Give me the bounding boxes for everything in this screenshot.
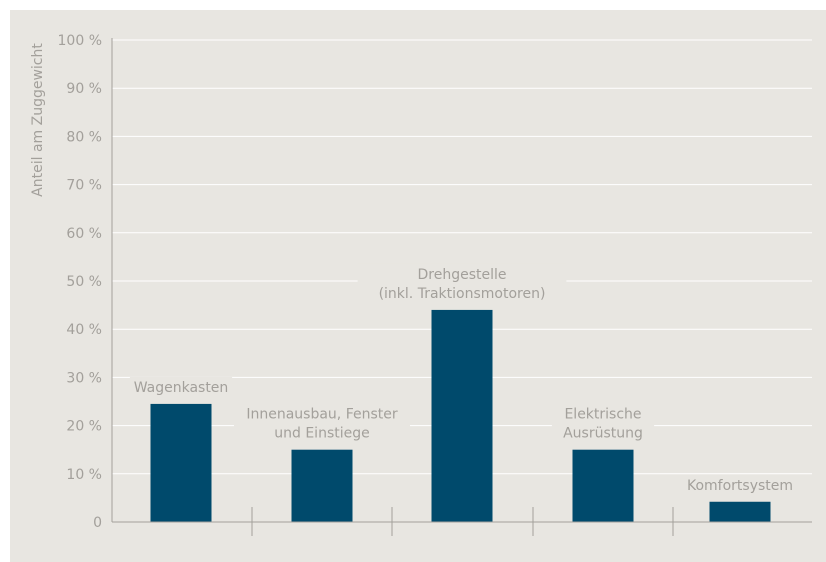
axes <box>111 38 812 536</box>
bars <box>150 309 771 522</box>
y-tick-label: 0 <box>93 515 102 531</box>
bar <box>150 403 212 522</box>
y-tick-label: 80 % <box>66 129 102 145</box>
y-tick-label: 20 % <box>66 419 102 435</box>
y-tick-label: 50 % <box>66 274 102 290</box>
bar <box>572 449 634 522</box>
y-axis-label: Anteil am Zuggewicht <box>30 43 46 197</box>
category-label: Ausrüstung <box>563 426 643 442</box>
category-label: und Einstiege <box>274 426 369 442</box>
category-label: Komfortsystem <box>687 478 793 494</box>
y-tick-label: 90 % <box>66 81 102 97</box>
category-label-background <box>234 403 410 446</box>
category-label: Drehgestelle <box>417 267 506 283</box>
y-tick-label: 70 % <box>66 178 102 194</box>
category-label: Wagenkasten <box>134 380 229 396</box>
category-label: Innenausbau, Fenster <box>246 407 398 423</box>
y-tick-label: 60 % <box>66 226 102 242</box>
category-label-background <box>357 263 567 306</box>
bar <box>291 449 353 522</box>
category-label-background <box>551 403 655 446</box>
bar <box>709 501 771 522</box>
category-label: (inkl. Traktionsmotoren) <box>379 286 546 302</box>
category-labels: Wagenkasten Innenausbau, Fenster und Einst… <box>129 263 800 498</box>
y-tick-label: 100 % <box>58 33 102 49</box>
y-tick-labels: 0 10 % 20 % 30 % 40 % 50 % 60 % 70 % 80 % 90 % 100… <box>58 33 102 531</box>
y-tick-label: 30 % <box>66 370 102 386</box>
bar <box>431 309 493 522</box>
category-label-background <box>680 474 800 498</box>
category-label: Elektrische <box>564 407 641 423</box>
y-tick-label: 10 % <box>66 467 102 483</box>
y-tick-label: 40 % <box>66 322 102 338</box>
category-label-background <box>129 376 233 400</box>
